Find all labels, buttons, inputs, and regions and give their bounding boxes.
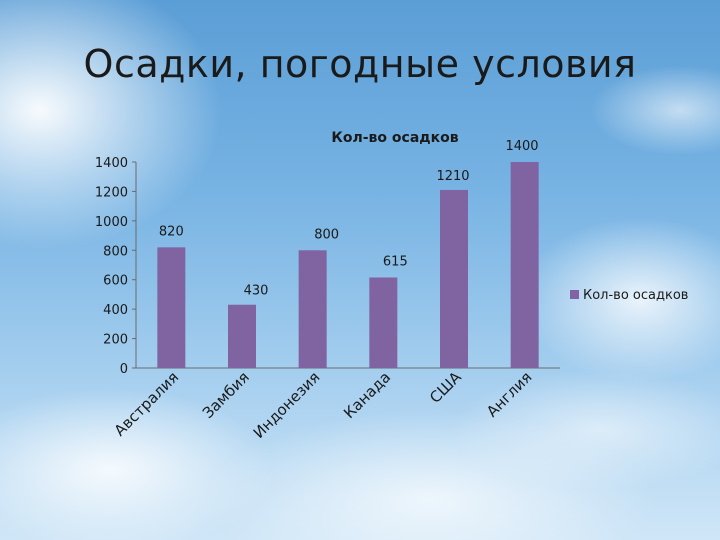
slide-title: Осадки, погодные условия (83, 42, 637, 86)
data-label: 820 (159, 224, 184, 239)
bar (369, 277, 398, 368)
category-label: Индонезия (250, 368, 324, 442)
data-label: 430 (244, 284, 269, 299)
category-label: Австралия (111, 368, 183, 440)
y-tick-label: 0 (120, 362, 128, 377)
data-label: 800 (314, 227, 339, 242)
y-tick-label: 1400 (95, 156, 128, 171)
bar (510, 162, 539, 368)
y-tick-label: 800 (103, 244, 128, 259)
bar (298, 250, 327, 368)
data-label: 1210 (436, 169, 469, 184)
y-tick-label: 1000 (95, 215, 128, 230)
data-label: 615 (383, 255, 408, 270)
bar (228, 304, 256, 368)
bar (440, 189, 468, 368)
legend-label: Кол-во осадков (583, 288, 688, 303)
y-tick-label: 600 (103, 274, 128, 289)
category-label: Замбия (199, 368, 253, 422)
legend-swatch (570, 290, 579, 299)
y-tick-label: 200 (103, 333, 128, 348)
chart-title: Кол-во осадков (331, 130, 458, 146)
data-label: 1400 (505, 139, 538, 154)
bar (157, 247, 186, 368)
y-tick-label: 400 (103, 303, 128, 318)
category-label: Канада (340, 368, 394, 422)
y-tick-label: 1200 (95, 185, 128, 200)
category-label: Англия (483, 368, 536, 421)
category-label: США (426, 368, 465, 407)
